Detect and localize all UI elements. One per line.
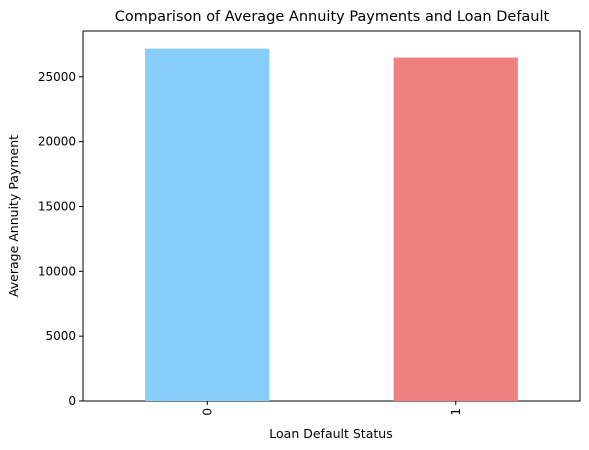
x-axis-label: Loan Default Status (269, 426, 392, 441)
y-tick-label: 0 (68, 394, 76, 408)
bars-group (145, 48, 518, 401)
x-tick-label: 0 (200, 408, 214, 416)
y-tick-label: 20000 (38, 135, 76, 149)
y-tick-label: 10000 (38, 264, 76, 278)
plot-frame (82, 30, 581, 402)
y-tick-label: 15000 (38, 199, 76, 213)
y-axis-ticks: 0 5000 10000 15000 20000 25000 (38, 70, 83, 408)
x-tick-label: 1 (449, 408, 463, 416)
bar-1 (393, 57, 518, 401)
y-axis-label: Average Annuity Payment (6, 135, 21, 297)
bar-0 (145, 48, 270, 401)
y-tick-label: 5000 (45, 329, 76, 343)
chart-title: Comparison of Average Annuity Payments a… (115, 9, 550, 25)
y-tick-label: 25000 (38, 70, 76, 84)
